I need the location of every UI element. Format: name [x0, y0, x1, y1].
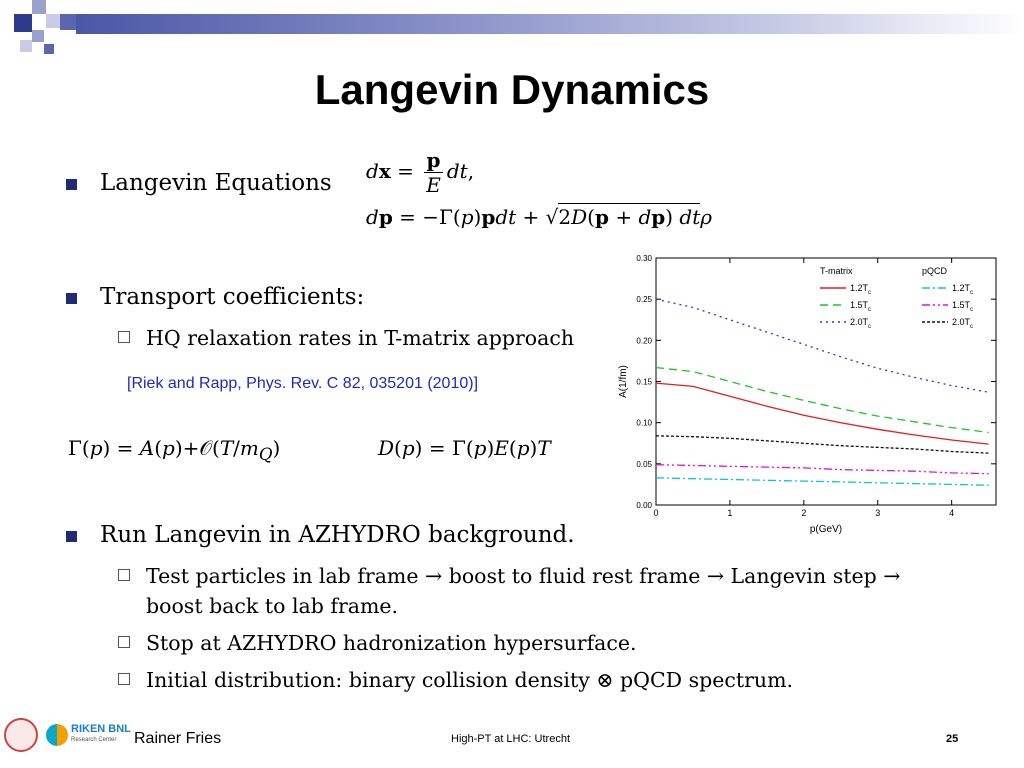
- bullet-square: [66, 531, 77, 542]
- equation-dp: dp = −Γ(p)pdt + √2D(p + dp) dtρ: [366, 203, 713, 229]
- logo-text: RIKEN BNL: [71, 723, 131, 735]
- bullet-text: Run Langevin in AZHYDRO background.: [100, 522, 575, 548]
- corner-square: [20, 40, 32, 52]
- series-line-tmatrix-15tc: [655, 366, 989, 434]
- bullet-run-langevin: Run Langevin in AZHYDRO background.: [66, 522, 575, 548]
- corner-square: [14, 14, 32, 32]
- university-seal-logo: [4, 718, 38, 752]
- series-line-tmatrix-20tc: [655, 298, 989, 393]
- corner-square: [60, 14, 76, 30]
- corner-square: [32, 0, 46, 14]
- corner-square: [32, 30, 44, 42]
- y-tick-label: 0.10: [636, 419, 652, 428]
- legend-label: 1.2Tc: [952, 283, 973, 296]
- sub-bullet-box: [118, 331, 130, 343]
- title-bar: [76, 14, 1024, 34]
- series-line-pqcd-15tc: [655, 464, 989, 475]
- sub-bullet-box: [118, 636, 130, 648]
- x-tick-label: 2: [801, 508, 806, 518]
- bullet-transport-coefficients: Transport coefficients:: [66, 284, 365, 310]
- series-line-pqcd-12tc: [655, 477, 989, 486]
- y-tick-label: 0.05: [636, 460, 652, 469]
- y-axis-label: A(1/fm): [618, 365, 629, 398]
- sub-item-text: Test particles in lab frame → boost to f…: [146, 564, 901, 588]
- x-tick-label: 1: [727, 508, 732, 518]
- equation-diffusion: D(p) = Γ(p)E(p)T: [378, 436, 551, 460]
- footer-author: Rainer Fries: [134, 730, 222, 747]
- sub-bullet-box: [118, 569, 130, 581]
- sub-item-stop: Stop at AZHYDRO hadronization hypersurfa…: [118, 628, 637, 658]
- y-tick-label: 0.00: [636, 501, 652, 510]
- x-tick-label: 4: [949, 508, 954, 518]
- corner-square: [44, 44, 54, 54]
- sub-item-text: Initial distribution: binary collision d…: [146, 668, 794, 692]
- y-tick-label: 0.20: [636, 336, 652, 345]
- riken-bnl-logo-text: RIKEN BNL Research Center: [71, 724, 131, 746]
- bullet-square: [66, 179, 77, 190]
- legend-label: 1.5Tc: [850, 300, 871, 313]
- footer-event: High-PT at LHC: Utrecht: [451, 733, 571, 745]
- page-number: 25: [946, 733, 959, 745]
- sub-bullet-box: [118, 673, 130, 685]
- legend-label: 1.2Tc: [850, 283, 871, 296]
- sub-item-text: HQ relaxation rates in T-matrix approach: [146, 326, 575, 350]
- legend-label: 1.5Tc: [952, 300, 973, 313]
- slide-title: Langevin Dynamics: [314, 66, 710, 113]
- y-tick-label: 0.30: [636, 254, 652, 263]
- logo-subtext: Research Center: [71, 737, 117, 743]
- sub-item-text-cont: boost back to lab frame.: [146, 594, 399, 618]
- series-line-tmatrix-12tc: [655, 382, 989, 445]
- legend-header: T-matrix: [820, 266, 853, 276]
- y-tick-label: 0.15: [636, 378, 652, 387]
- sub-item-initial-distribution: Initial distribution: binary collision d…: [118, 665, 794, 695]
- bullet-text: Transport coefficients:: [100, 284, 365, 310]
- equation-gamma: Γ(p) = A(p)+𝒪(T/mQ): [68, 436, 281, 464]
- legend-label: 2.0Tc: [952, 317, 973, 330]
- sub-item-test-particles: Test particles in lab frame → boost to f…: [118, 561, 901, 621]
- x-tick-label: 0: [653, 508, 658, 518]
- x-tick-label: 3: [875, 508, 880, 518]
- series-line-pqcd-20tc: [655, 435, 989, 454]
- corner-square: [46, 14, 60, 28]
- legend-label: 2.0Tc: [850, 317, 871, 330]
- legend-header: pQCD: [922, 266, 948, 276]
- sub-item-hq-rates: HQ relaxation rates in T-matrix approach: [118, 323, 575, 353]
- relaxation-rate-chart: 0.00 0.05 0.10 0.15 0.20 0.25 0.30 0 1 2 3 4 p(GeV) A…: [618, 254, 997, 535]
- riken-bnl-logo-icon: [46, 724, 68, 746]
- bullet-text: Langevin Equations: [100, 170, 332, 196]
- x-axis-label: p(GeV): [810, 524, 842, 535]
- sub-item-text: Stop at AZHYDRO hadronization hypersurfa…: [146, 631, 637, 655]
- bullet-langevin-equations: Langevin Equations: [66, 170, 332, 196]
- y-tick-label: 0.25: [636, 295, 652, 304]
- plot-frame: [655, 257, 997, 506]
- reference-citation: [Riek and Rapp, Phys. Rev. C 82, 035201 …: [127, 375, 479, 392]
- bullet-square: [66, 293, 77, 304]
